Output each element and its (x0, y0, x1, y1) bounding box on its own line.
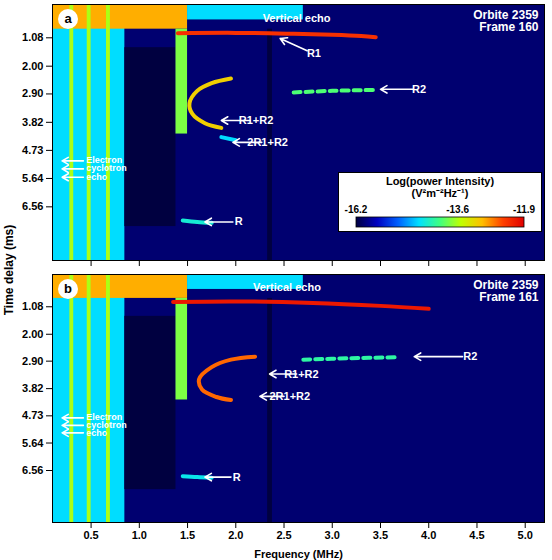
svg-text:3.5: 3.5 (373, 529, 388, 541)
svg-text:4.73: 4.73 (22, 144, 43, 156)
svg-text:6.56: 6.56 (22, 464, 43, 476)
html-text:a: a (64, 11, 72, 26)
svg-text:Electroncyclotronecho: Electroncyclotronecho (86, 155, 127, 181)
svg-text:1.0: 1.0 (132, 529, 147, 541)
svg-text:Electroncyclotronecho: Electroncyclotronecho (86, 412, 127, 438)
svg-text:Vertical echo: Vertical echo (253, 281, 321, 293)
svg-text:Orbite 2359Frame 161: Orbite 2359Frame 161 (473, 278, 539, 304)
svg-text:4.73: 4.73 (22, 409, 43, 421)
svg-text:3.82: 3.82 (22, 116, 43, 128)
svg-text:R2: R2 (463, 350, 477, 362)
svg-text:2.90: 2.90 (22, 87, 43, 99)
svg-text:3.0: 3.0 (325, 529, 340, 541)
svg-text:-13.6: -13.6 (446, 204, 469, 215)
svg-text:R1: R1 (307, 47, 321, 59)
svg-text:Orbite 2359Frame 160: Orbite 2359Frame 160 (473, 8, 539, 34)
svg-text:2R1+R2: 2R1+R2 (269, 390, 310, 402)
svg-text:1.08: 1.08 (22, 31, 43, 43)
svg-text:4.0: 4.0 (421, 529, 436, 541)
svg-text:2R1+R2: 2R1+R2 (247, 136, 288, 148)
svg-text:5.0: 5.0 (518, 529, 533, 541)
svg-text:6.56: 6.56 (22, 200, 43, 212)
svg-text:5.64: 5.64 (22, 172, 44, 184)
svg-text:(V²m⁻²Hz⁻¹): (V²m⁻²Hz⁻¹) (412, 187, 469, 199)
svg-text:5.64: 5.64 (22, 437, 44, 449)
svg-text:3.82: 3.82 (22, 382, 43, 394)
svg-text:2.5: 2.5 (276, 529, 291, 541)
svg-text:R2: R2 (412, 83, 426, 95)
svg-text:-16.2: -16.2 (345, 204, 368, 215)
svg-text:Vertical echo: Vertical echo (263, 12, 331, 24)
svg-text:2.00: 2.00 (22, 328, 43, 340)
svg-text:R: R (233, 471, 241, 483)
svg-text:R: R (235, 215, 243, 227)
svg-text:1.08: 1.08 (22, 300, 43, 312)
svg-text:1.5: 1.5 (180, 529, 195, 541)
svg-text:0.5: 0.5 (83, 529, 98, 541)
html-text:b: b (64, 281, 72, 296)
svg-text:2.90: 2.90 (22, 355, 43, 367)
svg-text:-11.9: -11.9 (513, 204, 536, 215)
html-text:Time delay (ms): Time delay (ms) (2, 224, 16, 316)
svg-text:R1+R2: R1+R2 (284, 368, 319, 380)
svg-text:R1+R2: R1+R2 (239, 114, 274, 126)
svg-text:4.5: 4.5 (469, 529, 484, 541)
svg-text:2.00: 2.00 (22, 60, 43, 72)
svg-text:Log(power Intensity): Log(power Intensity) (386, 175, 495, 187)
svg-text:2.0: 2.0 (228, 529, 243, 541)
svg-text:Frequency (MHz): Frequency (MHz) (254, 548, 343, 560)
